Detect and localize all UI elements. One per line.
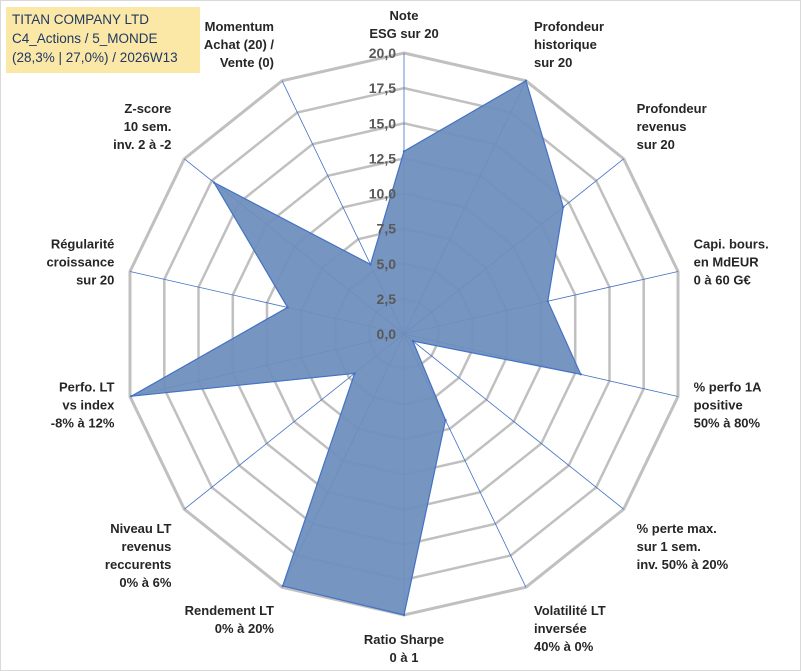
axis-label-line: Profondeur [534,19,604,34]
title-line-category: C4_Actions / 5_MONDE [12,31,158,46]
data-point [369,263,372,266]
data-point [212,181,216,184]
data-point [524,79,528,83]
tick-label: 12,5 [369,150,396,166]
axis-label-line: vs index [62,398,115,413]
data-point [281,584,284,588]
axis-label-line: Z-score [124,101,171,116]
axis-label-line: inv. 50% à 20% [637,557,729,572]
radar-axis-labels: Note ESG sur 20 Profondeur historique sur 20… [46,8,768,665]
axis-label-line: inv. 2 à -2 [113,137,171,152]
axis-label: Momentum Achat (20) / Vente (0) [204,19,274,70]
tick-label: 10,0 [369,186,396,202]
title-line-company: TITAN COMPANY LTD [12,12,150,27]
axis-label-line: Achat (20) / [204,37,274,52]
axis-label-line: 0% à 20% [215,621,275,636]
axis-label-line: sur 20 [76,272,114,287]
axis-label-line: Ratio Sharpe [364,632,444,647]
axis-label-line: 0% à 6% [119,575,171,590]
axis-label-line: reccurents [105,557,171,572]
axis-label-line: ESG sur 20 [369,26,438,41]
tick-label: 20,0 [369,45,396,61]
tick-label: 7,5 [377,221,397,237]
axis-label-line: revenus [122,539,172,554]
axis-label: Profondeur historique sur 20 [534,19,604,70]
data-point [411,339,414,343]
axis-label: Ratio Sharpe 0 à 1 [364,632,444,665]
axis-spoke [403,333,624,510]
tick-label: 2,5 [377,291,397,307]
axis-label-line: Vente (0) [220,55,274,70]
axis-label-line: en MdEUR [694,254,760,269]
axis-label-line: 50% à 80% [694,416,761,431]
axis-label-line: sur 20 [637,137,675,152]
axis-label-line: 0 à 1 [390,650,419,665]
axis-label-line: % perte max. [637,521,717,536]
radar-tick-labels: 0,0 2,5 5,0 7,5 10,0 12,5 15,0 17,5 20,0 [369,45,396,342]
axis-label-line: historique [534,37,597,52]
axis-label-line: Note [390,8,419,23]
axis-label: Volatilité LT inversée 40% à 0% [534,603,606,654]
axis-label-line: 40% à 0% [534,639,594,654]
axis-label-line: revenus [637,119,687,134]
axis-label-line: Rendement LT [185,603,274,618]
data-point [546,300,549,303]
data-point [579,373,582,376]
axis-label-line: Capi. bours. [694,236,769,251]
data-point [562,205,565,209]
axis-label-line: -8% à 12% [51,416,115,431]
axis-label-line: sur 20 [534,55,572,70]
axis-label-line: % perfo 1A [694,380,763,395]
axis-label-line: Momentum [205,19,274,34]
data-point [286,306,289,309]
data-point [402,613,406,617]
axis-label: Note ESG sur 20 [369,8,438,41]
axis-label-line: Perfo. LT [59,380,114,395]
axis-label-line: Niveau LT [110,521,171,536]
axis-label-line: sur 1 sem. [637,539,701,554]
data-point [130,395,133,398]
title-line-scores: (28,3% | 27,0%) / 2026W13 [12,50,178,65]
tick-label: 0,0 [377,326,397,342]
axis-label: Régularité croissance sur 20 [46,236,114,287]
data-point [353,372,356,375]
axis-label: Capi. bours. en MdEUR 0 à 60 G€ [694,236,769,287]
radar-series [130,79,582,617]
axis-label: % perfo 1A positive 50% à 80% [694,380,763,431]
axis-label: % perte max. sur 1 sem. inv. 50% à 20% [637,521,729,572]
tick-label: 17,5 [369,80,396,96]
tick-label: 5,0 [377,256,397,272]
axis-label: Profondeur revenus sur 20 [637,101,707,152]
axis-label-line: inversée [534,621,587,636]
axis-label-line: Volatilité LT [534,603,606,618]
data-point [402,150,406,153]
axis-label-line: croissance [46,254,114,269]
axis-label: Niveau LT revenus reccurents 0% à 6% [105,521,172,590]
axis-label-line: positive [694,398,743,413]
tick-label: 15,0 [369,115,396,131]
data-point [444,418,447,422]
axis-label-line: Régularité [51,236,115,251]
axis-label-line: 0 à 60 G€ [694,272,751,287]
axis-label-line: Profondeur [637,101,707,116]
chart-title-box: TITAN COMPANY LTD C4_Actions / 5_MONDE (… [6,7,200,73]
axis-label: Rendement LT 0% à 20% [185,603,275,636]
axis-label: Z-score 10 sem. inv. 2 à -2 [113,101,171,152]
axis-label-line: 10 sem. [124,119,172,134]
axis-label: Perfo. LT vs index -8% à 12% [51,380,115,431]
